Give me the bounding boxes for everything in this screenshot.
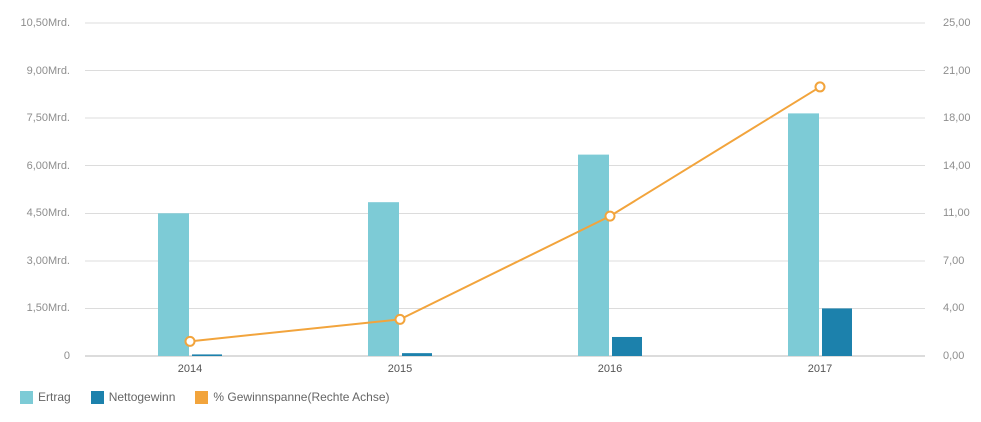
legend-item-nettogewinn[interactable]: Nettogewinn — [90, 390, 176, 404]
nettogewinn-swatch-icon — [90, 390, 104, 404]
nettogewinn-bar-2017[interactable] — [822, 308, 852, 356]
x-axis-label-2017: 2017 — [807, 363, 833, 375]
ertrag-bar-2016[interactable] — [578, 154, 609, 356]
legend-label: % Gewinnspanne(Rechte Achse) — [213, 390, 390, 404]
nettogewinn-bar-2016[interactable] — [612, 336, 642, 356]
left-axis-tick-label: 0 — [63, 350, 70, 362]
right-axis-tick-label: 14,00 — [943, 159, 971, 172]
ertrag-bar-2014[interactable] — [158, 213, 189, 356]
gewinnspanne-line — [189, 86, 821, 343]
legend-label: Nettogewinn — [108, 390, 176, 404]
right-axis-tick-label: 7,00 — [943, 254, 965, 267]
right-axis-tick-label: 0,00 — [943, 350, 965, 362]
nettogewinn-bar-2014[interactable] — [192, 354, 222, 356]
left-axis-tick-label: 9,00Mrd. — [26, 64, 70, 77]
left-axis-tick-label: 3,00Mrd. — [26, 254, 70, 267]
left-axis-tick-label: 10,50Mrd. — [20, 17, 70, 29]
nettogewinn-bar-2015[interactable] — [402, 353, 432, 356]
gewinnspanne-marker-2017[interactable] — [814, 81, 826, 93]
right-axis-tick-label: 25,00 — [943, 17, 971, 29]
ertrag-swatch-icon — [20, 390, 33, 404]
left-axis-tick-label: 7,50Mrd. — [26, 112, 70, 125]
ertrag-bar-2017[interactable] — [788, 113, 819, 356]
legend-item-ertrag[interactable]: Ertrag — [20, 390, 71, 404]
legend-label: Ertrag — [38, 390, 71, 404]
right-axis-tick-label: 11,00 — [943, 207, 970, 220]
right-axis-tick-label: 21,00 — [943, 64, 971, 77]
right-axis-tick-label: 4,00 — [943, 302, 965, 315]
legend-item-gewinnspanne[interactable]: % Gewinnspanne(Rechte Achse) — [195, 390, 390, 404]
gewinnspanne-marker-2015[interactable] — [394, 313, 406, 325]
legend: Ertrag Nettogewinn % Gewinnspanne(Rechte… — [20, 390, 390, 404]
left-axis-tick-label: 1,50Mrd. — [26, 302, 70, 315]
right-axis-tick-label: 18,00 — [943, 112, 971, 125]
gewinnspanne-marker-2016[interactable] — [604, 210, 616, 222]
left-axis-tick-label: 6,00Mrd. — [26, 159, 70, 172]
x-axis-label-2015: 2015 — [387, 363, 413, 375]
left-axis-tick-label: 4,50Mrd. — [26, 207, 70, 220]
x-axis-label-2016: 2016 — [597, 363, 623, 375]
gewinnspanne-marker-2014[interactable] — [184, 335, 196, 347]
x-axis-label-2014: 2014 — [177, 363, 203, 375]
ertrag-bar-2015[interactable] — [368, 202, 399, 356]
gewinnspanne-swatch-icon — [195, 390, 209, 404]
